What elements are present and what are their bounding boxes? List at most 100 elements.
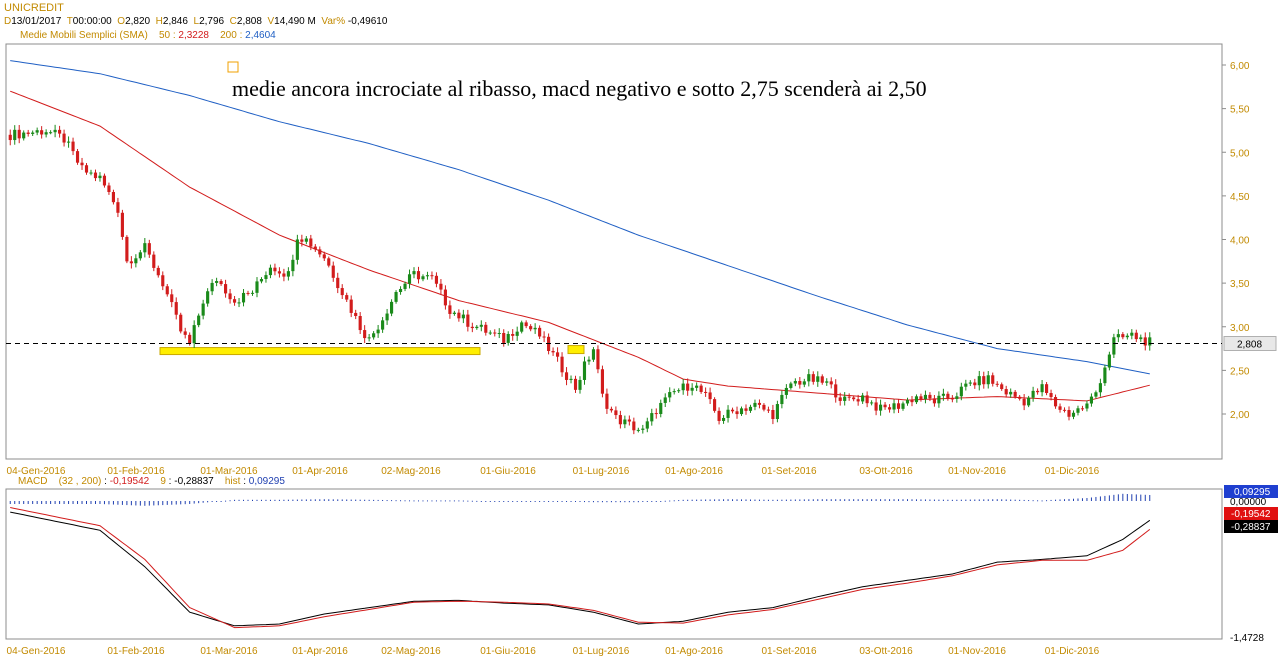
- signal-line: [10, 507, 1151, 629]
- macd-line: [10, 511, 1151, 627]
- date-value: 13/01/2017: [11, 16, 62, 27]
- candle-body: [241, 292, 246, 303]
- candle-body: [452, 312, 456, 314]
- candle-body: [789, 383, 793, 388]
- low-key: L: [193, 16, 200, 27]
- candle-body: [120, 212, 124, 237]
- candle-body: [995, 383, 999, 385]
- candle-body: [89, 172, 93, 174]
- last-price-box: [1223, 336, 1277, 352]
- candle-body: [286, 271, 290, 277]
- candle-body: [268, 267, 273, 276]
- candle-body: [986, 375, 990, 385]
- support-highlight-small: [567, 345, 585, 355]
- candle-body: [390, 301, 394, 314]
- candle-body: [443, 289, 447, 306]
- candle-body: [1148, 337, 1152, 346]
- candle-body: [596, 349, 600, 370]
- candle-body: [704, 391, 708, 393]
- candle-body: [677, 390, 681, 392]
- signal-value-box: [1224, 520, 1278, 533]
- candle-body: [515, 331, 519, 336]
- annotation-text[interactable]: medie ancora incrociate al ribasso, macd…: [232, 76, 927, 101]
- candle-body: [1116, 334, 1120, 338]
- candle-body: [618, 415, 622, 425]
- volume-value: 14,490 M: [274, 16, 316, 27]
- candle-body: [717, 410, 721, 421]
- sma-50-period: 50: [158, 30, 171, 41]
- x-tick-label: 01-Feb-2016: [107, 466, 165, 477]
- candle-body: [1130, 332, 1134, 336]
- candle-body: [345, 295, 349, 300]
- candle-body: [991, 375, 995, 384]
- candle-body: [138, 252, 142, 259]
- candle-body: [744, 408, 748, 411]
- candle-body: [977, 376, 981, 386]
- candle-body: [318, 249, 322, 255]
- candle-body: [250, 292, 255, 294]
- macd-lines: [10, 507, 1151, 629]
- candle-body: [591, 349, 596, 360]
- sma-200-path: [10, 60, 1150, 375]
- candle-body: [183, 331, 187, 335]
- candle-body: [1107, 354, 1111, 368]
- sma-label: Medie Mobili Semplici (SMA): [20, 30, 148, 41]
- candle-body: [111, 192, 115, 203]
- candle-body: [107, 185, 111, 193]
- candle-body: [820, 376, 824, 383]
- macd-legend: MACD (32 , 200) : -0,19542 9 : -0,28837 …: [18, 476, 285, 487]
- x-tick-label: 04-Gen-2016: [7, 466, 66, 477]
- candle-body: [215, 281, 219, 283]
- candle-body: [327, 258, 331, 266]
- candle-body: [632, 421, 636, 431]
- candle-body: [336, 277, 340, 289]
- sma-50-path: [10, 90, 1150, 402]
- candle-body: [75, 151, 80, 163]
- candle-body: [1045, 384, 1049, 394]
- candle-body: [968, 382, 972, 384]
- candle-body: [901, 403, 905, 409]
- y-tick-label: 6,00: [1230, 61, 1250, 72]
- candle-body: [825, 381, 829, 383]
- candle-body: [726, 409, 730, 418]
- candle-body: [44, 132, 48, 135]
- ohlc-info-line: D13/01/2017 T00:00:00 O2,820 H2,846 L2,7…: [4, 16, 387, 27]
- price-x-axis: 04-Gen-2016 01-Feb-2016 01-Mar-2016 01-Apr-…: [7, 466, 1100, 477]
- x-tick-label: 01-Mar-2016: [200, 466, 258, 477]
- candle-body: [578, 379, 582, 390]
- candle-body: [1049, 393, 1053, 398]
- candle-body: [363, 330, 367, 339]
- candle-body: [425, 275, 430, 277]
- x-tick-label: 01-Apr-2016: [292, 466, 348, 477]
- y-tick-label: 3,00: [1230, 323, 1250, 334]
- candle-body: [928, 394, 932, 399]
- candle-body: [80, 162, 84, 166]
- y-tick-label: 5,50: [1230, 105, 1250, 116]
- annotation-marker-icon[interactable]: [227, 61, 239, 73]
- candle-body: [1098, 383, 1102, 393]
- candle-body: [224, 284, 228, 294]
- candle-body: [766, 409, 770, 411]
- candle-body: [192, 325, 196, 344]
- candle-body: [807, 374, 811, 382]
- macd-axis-bottom: -1,4728: [1230, 633, 1264, 644]
- time-key: T: [66, 16, 73, 27]
- candle-body: [210, 282, 214, 292]
- candle-body: [672, 391, 676, 393]
- candle-body: [659, 402, 663, 415]
- y-tick-label: 2,00: [1230, 410, 1250, 421]
- candle-body: [174, 302, 178, 315]
- y-tick-label: 5,00: [1230, 148, 1250, 159]
- candle-body: [955, 396, 959, 399]
- candle-body: [600, 369, 605, 394]
- candle-body: [381, 320, 385, 330]
- candle-body: [1062, 409, 1067, 411]
- date-key: D: [4, 16, 12, 27]
- sma-200-value: 2,4604: [245, 30, 276, 41]
- x-tick-label: 02-Mag-2016: [381, 466, 441, 477]
- y-tick-label: 4,00: [1230, 236, 1250, 247]
- candle-body: [466, 314, 470, 327]
- candle-body: [861, 395, 865, 402]
- candle-body: [313, 246, 317, 250]
